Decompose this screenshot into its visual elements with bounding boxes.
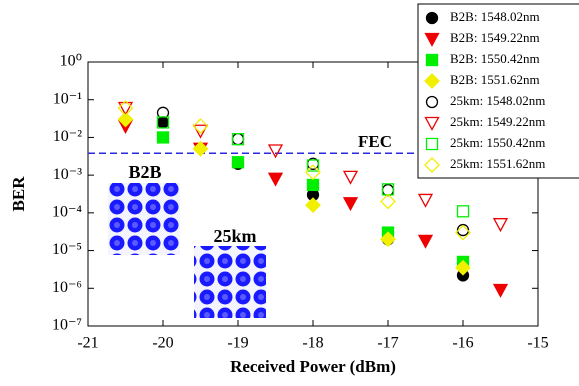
legend-label: 25km: 1551.62nm: [450, 156, 545, 171]
y-tick-label: 10⁻¹: [53, 90, 82, 107]
x-axis-label: Received Power (dBm): [230, 357, 396, 376]
point: [494, 219, 507, 231]
point: [381, 195, 395, 209]
legend-marker: [427, 13, 438, 24]
x-tick-label: -16: [452, 335, 473, 352]
point: [194, 119, 208, 133]
y-tick-label: 10⁻⁴: [52, 204, 82, 221]
y-tick-label: 10⁻⁷: [52, 317, 82, 334]
x-tick-label: -20: [152, 335, 173, 352]
page: B2B 25km Received Power (dBm) BER -21 -20…: [0, 0, 579, 386]
point: [269, 145, 282, 157]
point: [269, 173, 282, 185]
legend-marker: [427, 55, 438, 66]
point: [308, 179, 319, 190]
legend-label: 25km: 1550.42nm: [450, 135, 545, 150]
point: [306, 198, 320, 212]
legend-label: 25km: 1549.22nm: [450, 114, 545, 129]
x-tick-label: -17: [377, 335, 398, 352]
threshold-label: FEC: [358, 132, 392, 151]
point: [233, 134, 244, 145]
y-tick-label: 10⁻²: [53, 128, 82, 145]
x-tick-label: -21: [77, 335, 98, 352]
point: [419, 235, 432, 247]
point: [344, 198, 357, 210]
legend-label: B2B: 1548.02nm: [450, 9, 540, 24]
point: [458, 206, 469, 217]
inset-label: 25km: [213, 226, 256, 246]
y-tick-label: 10⁻⁵: [52, 241, 82, 258]
point: [194, 125, 207, 137]
x-tick-label: -18: [302, 335, 323, 352]
point: [344, 171, 357, 183]
inset-label: B2B: [128, 162, 161, 182]
point: [158, 132, 169, 143]
point: [494, 285, 507, 297]
legend-label: 25km: 1548.02nm: [450, 93, 545, 108]
y-tick-label: 10⁰: [60, 53, 82, 70]
point: [233, 157, 244, 168]
point: [419, 194, 432, 206]
legend-label: B2B: 1549.22nm: [450, 30, 540, 45]
y-tick-label: 10⁻³: [53, 166, 82, 183]
inset-image: [194, 246, 266, 318]
chart: B2B 25km Received Power (dBm) BER -21 -20…: [0, 0, 579, 386]
legend-label: B2B: 1551.62nm: [450, 72, 540, 87]
y-axis-label: BER: [9, 176, 28, 212]
x-tick-label: -19: [227, 335, 248, 352]
inset-image: [108, 183, 180, 255]
x-tick-label: -15: [527, 335, 548, 352]
legend-label: B2B: 1550.42nm: [450, 51, 540, 66]
y-tick-label: 10⁻⁶: [52, 279, 82, 296]
